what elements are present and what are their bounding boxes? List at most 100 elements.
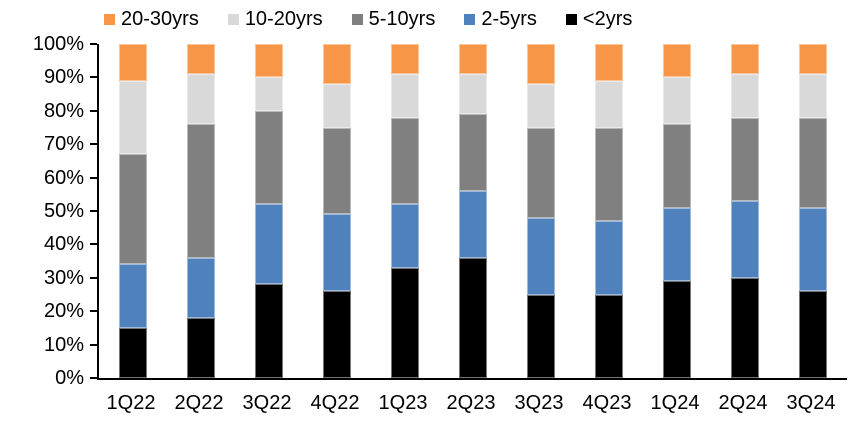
bar-segment-5-10yrs (187, 124, 215, 258)
bar-segment-<2yrs (663, 281, 691, 378)
legend-item: <2yrs (565, 8, 633, 30)
x-tick-label: 4Q22 (310, 392, 360, 414)
x-tick-label: 2Q24 (718, 392, 768, 414)
bar-segment-2-5yrs (255, 204, 283, 285)
legend-swatch-icon (104, 13, 115, 25)
y-axis-labels: 0% 10% 20% 30% 40% 50% 60% 70% 80% 90% 100% (0, 33, 84, 389)
legend-swatch-icon (351, 13, 363, 25)
bar-segment-2-5yrs (663, 207, 691, 282)
bar-segment-<2yrs (459, 257, 487, 378)
bar-segment-2-5yrs (391, 204, 419, 268)
bar-segment-20-30yrs (119, 44, 147, 81)
bar-segment-5-10yrs (731, 117, 759, 201)
legend-label: 10-20yrs (244, 8, 323, 30)
bar-2Q22 (187, 44, 215, 378)
y-tick-label: 50% (43, 200, 84, 222)
bar-segment-<2yrs (799, 291, 827, 378)
plot-area (90, 43, 847, 380)
x-tick-label: 2Q22 (174, 392, 224, 414)
bar-segment-10-20yrs (119, 80, 147, 155)
legend-swatch-icon (565, 13, 577, 25)
y-tick-mark (90, 310, 97, 313)
bar-1Q24 (663, 44, 691, 378)
legend-item: 2-5yrs (464, 8, 537, 30)
y-tick-label: 90% (43, 66, 84, 89)
y-tick-mark (90, 176, 97, 179)
bar-segment-5-10yrs (595, 127, 623, 222)
y-tick-label: 100% (32, 33, 84, 55)
bar-segment-5-10yrs (799, 117, 827, 208)
bar-segment-<2yrs (323, 291, 351, 378)
y-tick-mark (90, 276, 97, 279)
y-tick-label: 0% (55, 367, 84, 389)
y-tick-label: 40% (43, 233, 84, 256)
legend-label: 5-10yrs (368, 8, 436, 30)
y-tick-label: 20% (43, 300, 84, 323)
x-tick-label: 3Q23 (514, 392, 564, 414)
bar-1Q22 (119, 44, 147, 378)
bar-segment-10-20yrs (799, 74, 827, 118)
bar-segment-20-30yrs (595, 44, 623, 81)
legend-item: 5-10yrs (351, 8, 436, 30)
bar-segment-20-30yrs (255, 44, 283, 78)
y-tick-mark (90, 43, 97, 45)
x-tick-label: 1Q23 (378, 392, 428, 414)
bar-segment-10-20yrs (187, 74, 215, 125)
bar-segment-<2yrs (255, 284, 283, 378)
bar-segment-5-10yrs (323, 127, 351, 215)
bar-4Q22 (323, 44, 351, 378)
bar-segment-<2yrs (731, 277, 759, 378)
legend-swatch-icon (464, 13, 476, 25)
y-tick-mark (90, 243, 97, 246)
bar-segment-<2yrs (526, 294, 555, 378)
bar-segment-10-20yrs (526, 84, 555, 128)
y-tick-mark (90, 109, 97, 112)
x-axis-labels: 1Q22 2Q22 3Q22 4Q22 1Q23 2Q23 3Q23 4Q23 1Q24 2Q24… (97, 392, 845, 415)
bar-segment-5-10yrs (526, 127, 555, 218)
bar-segment-2-5yrs (731, 201, 759, 278)
bar-segment-2-5yrs (323, 214, 351, 292)
bar-segment-20-30yrs (526, 44, 555, 85)
bar-segment-10-20yrs (459, 74, 487, 115)
x-tick-label: 3Q24 (786, 392, 836, 414)
x-tick-label: 3Q22 (242, 392, 292, 414)
bar-segment-5-10yrs (663, 124, 691, 208)
bar-segment-20-30yrs (391, 44, 419, 75)
bar-segment-10-20yrs (323, 84, 351, 128)
bar-segment-2-5yrs (799, 207, 827, 292)
y-tick-mark (90, 76, 97, 79)
bar-1Q23 (391, 44, 419, 378)
y-tick-mark (90, 210, 97, 212)
bar-segment-10-20yrs (391, 74, 419, 118)
bar-segment-20-30yrs (323, 44, 351, 85)
bar-segment-2-5yrs (459, 190, 487, 258)
y-tick-label: 70% (43, 133, 84, 156)
bar-segment-5-10yrs (119, 154, 147, 265)
y-tick-mark (90, 377, 97, 379)
bar-segment-2-5yrs (187, 257, 215, 318)
bar-2Q23 (459, 44, 487, 378)
x-tick-label: 1Q22 (106, 392, 156, 414)
y-tick-mark (90, 143, 97, 146)
y-tick-label: 80% (43, 99, 84, 122)
x-tick-label: 1Q24 (650, 392, 700, 414)
bar-3Q22 (255, 44, 283, 378)
legend-item: 20-30yrs (104, 8, 199, 30)
bar-segment-<2yrs (119, 327, 147, 378)
legend-item: 10-20yrs (227, 8, 323, 30)
bar-segment-2-5yrs (526, 217, 555, 295)
bar-segment-10-20yrs (255, 77, 283, 111)
chart-legend: 20-30yrs 10-20yrs 5-10yrs 2-5yrs <2yrs (104, 8, 632, 30)
x-tick-label: 4Q23 (582, 392, 632, 414)
bar-segment-20-30yrs (799, 44, 827, 75)
legend-label: <2yrs (582, 8, 633, 30)
y-tick-label: 10% (43, 333, 84, 356)
bar-2Q24 (731, 44, 759, 378)
bar-segment-20-30yrs (731, 44, 759, 75)
y-tick-label: 30% (43, 266, 84, 289)
bar-segment-10-20yrs (663, 77, 691, 125)
bar-4Q23 (595, 44, 623, 378)
bar-3Q24 (799, 44, 827, 378)
legend-label: 2-5yrs (481, 8, 537, 30)
